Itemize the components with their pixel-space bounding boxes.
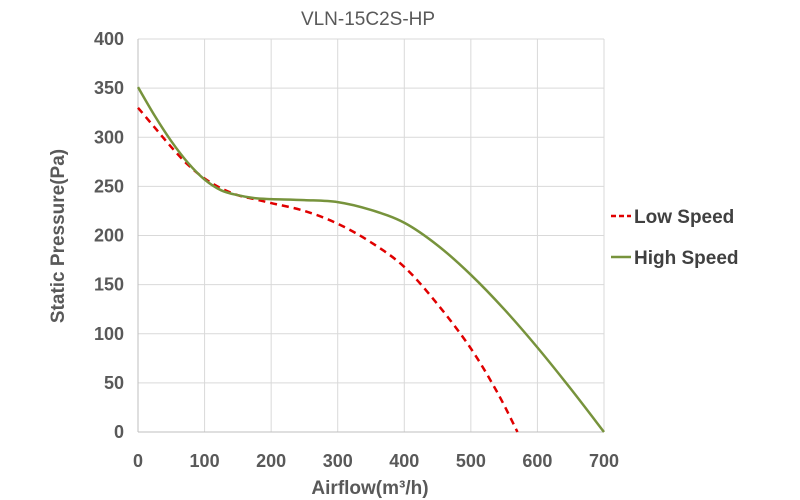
y-tick-labels: 0 50 100 150 200 250 300 350 400 bbox=[94, 29, 124, 442]
legend: Low Speed High Speed bbox=[611, 207, 739, 269]
y-tick-label: 400 bbox=[94, 29, 124, 49]
x-tick-label: 100 bbox=[190, 451, 220, 471]
y-tick-label: 300 bbox=[94, 127, 124, 147]
y-tick-label: 100 bbox=[94, 324, 124, 344]
axes bbox=[137, 39, 604, 433]
gridlines bbox=[138, 38, 605, 432]
x-tick-label: 500 bbox=[456, 451, 486, 471]
legend-label-high-speed: High Speed bbox=[634, 248, 739, 269]
y-tick-label: 250 bbox=[94, 176, 124, 196]
legend-label-low-speed: Low Speed bbox=[634, 207, 734, 228]
chart-title: VLN-15C2S-HP bbox=[301, 9, 435, 30]
x-tick-labels: 0 100 200 300 400 500 600 700 bbox=[133, 451, 619, 471]
y-tick-label: 0 bbox=[114, 422, 124, 442]
y-tick-label: 200 bbox=[94, 226, 124, 246]
data-series bbox=[136, 86, 605, 433]
y-axis-title: Static Pressure(Pa) bbox=[48, 149, 69, 323]
x-tick-label: 0 bbox=[133, 451, 143, 471]
y-tick-label: 350 bbox=[94, 78, 124, 98]
x-axis-title: Airflow(m³/h) bbox=[311, 478, 428, 499]
x-tick-label: 700 bbox=[589, 451, 619, 471]
x-tick-label: 600 bbox=[522, 451, 552, 471]
y-tick-label: 150 bbox=[94, 275, 124, 295]
x-tick-label: 200 bbox=[256, 451, 286, 471]
series-line-high-speed bbox=[136, 86, 605, 433]
x-tick-label: 300 bbox=[323, 451, 353, 471]
x-tick-label: 400 bbox=[389, 451, 419, 471]
series-line-low-speed bbox=[137, 106, 519, 433]
y-tick-label: 50 bbox=[104, 373, 124, 393]
